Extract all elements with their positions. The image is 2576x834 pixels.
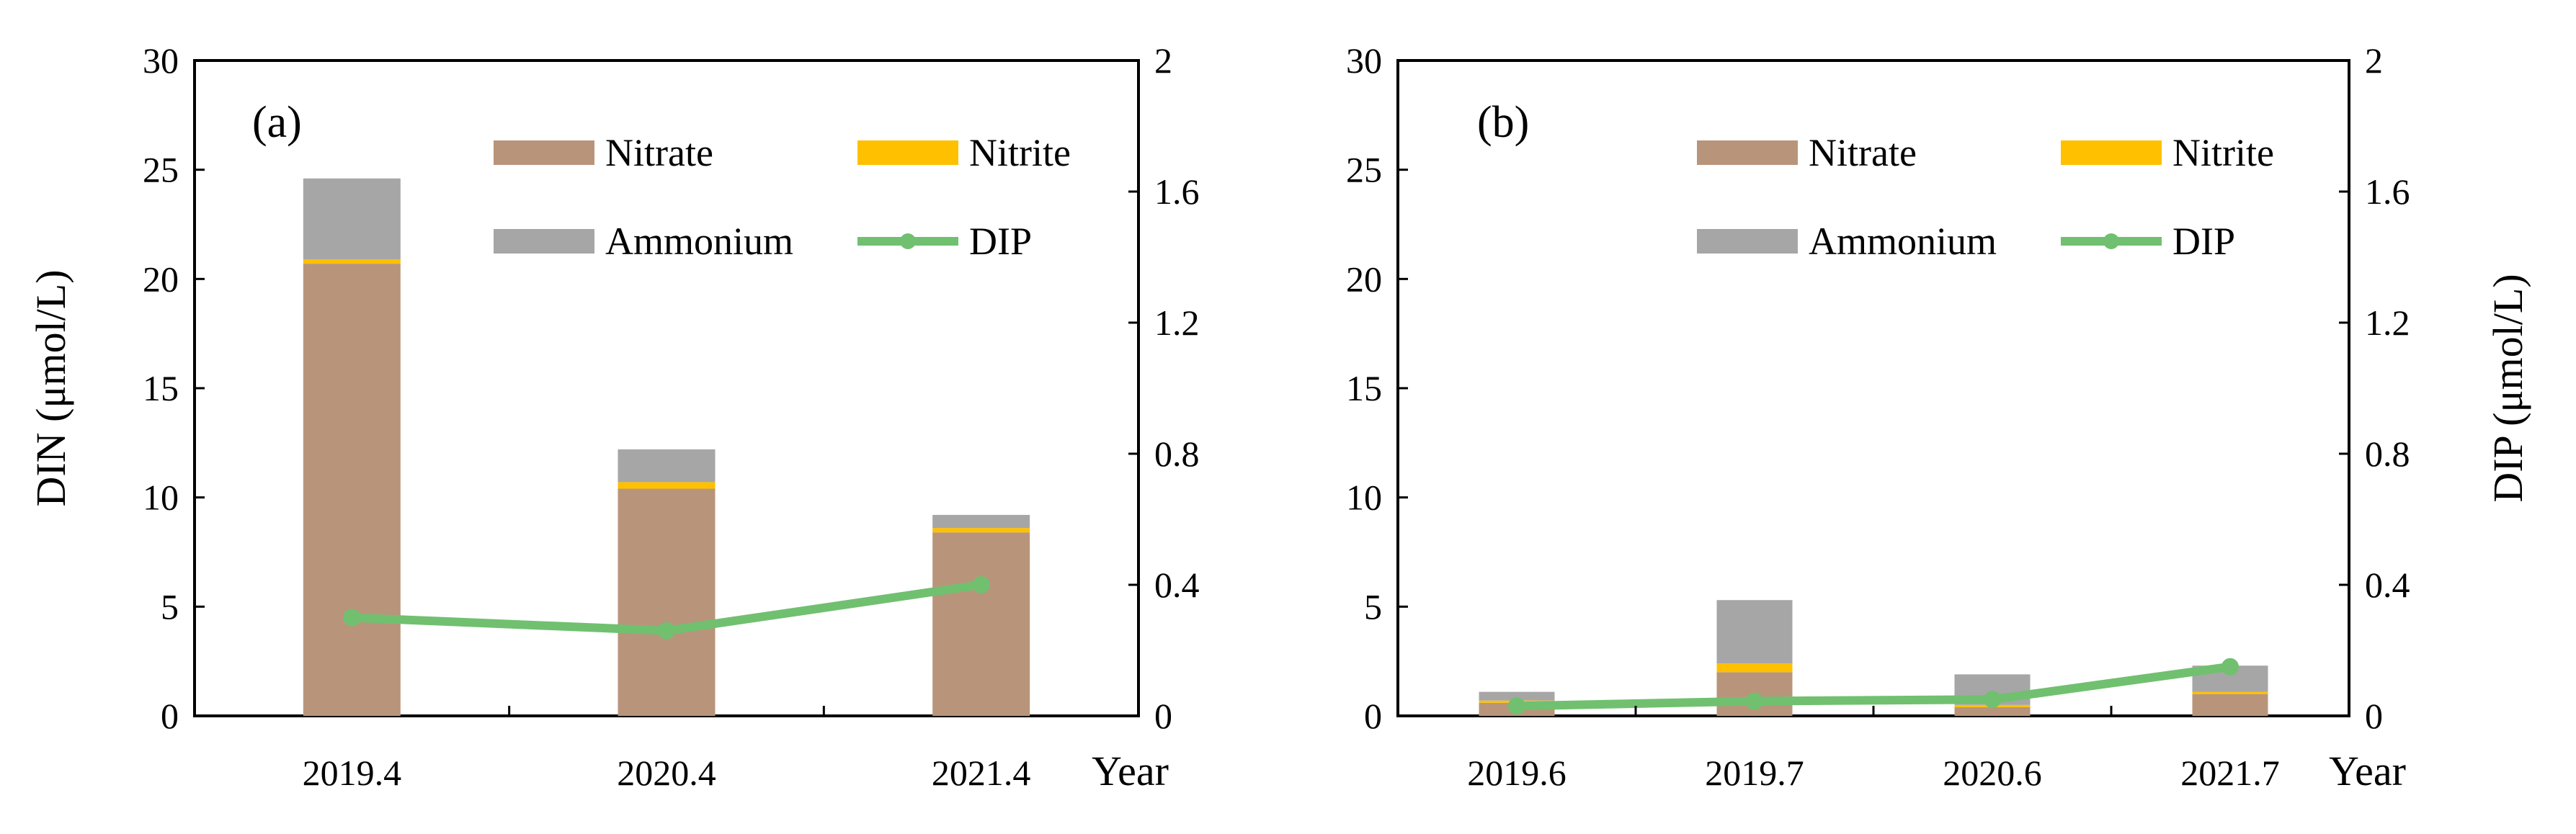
left-tick-label: 10: [143, 477, 179, 518]
panel-b-x-axis-label: Year: [2329, 748, 2406, 794]
category-label: 2021.7: [2180, 753, 2280, 793]
right-tick-label: 1.2: [1154, 302, 1200, 343]
panel-b-label: (b): [1477, 98, 1529, 147]
panel-a-right-ticks: 0 0.4 0.8 1.2 1.6 2: [1128, 40, 1200, 736]
category-label: 2019.6: [1467, 753, 1566, 793]
right-tick-label: 0.8: [1154, 434, 1200, 474]
legend-b-ammonium-label: Ammonium: [1809, 220, 1997, 263]
dip-point-2020.6: [1984, 691, 2001, 709]
bar-nitrite-2021.4: [932, 528, 1030, 533]
left-tick-label: 20: [143, 259, 179, 299]
panel-a-dip-line: [343, 576, 990, 640]
panel-b-category-labels: 2019.6 2019.7 2020.6 2021.7: [1467, 706, 2280, 793]
legend-b-nitrite-label: Nitrite: [2172, 131, 2274, 174]
right-tick-label: 0: [1154, 696, 1172, 736]
left-tick-label: 10: [1346, 477, 1382, 518]
dip-point-2019.7: [1746, 692, 1763, 710]
legend-a-nitrate-label: Nitrate: [605, 131, 713, 174]
legend-b-ammonium-swatch: [1697, 229, 1798, 254]
bar-ammonium-2021.4: [932, 514, 1030, 529]
category-label: 2019.4: [303, 753, 402, 793]
legend-b-nitrate-label: Nitrate: [1809, 131, 1917, 174]
right-tick-label: 1.2: [2365, 302, 2410, 343]
legend-a-nitrite-swatch: [857, 140, 958, 165]
right-tick-label: 2: [1154, 40, 1172, 81]
category-label: 2020.6: [1943, 753, 2042, 793]
right-y-axis-label: DIP (μmol/L): [2484, 274, 2531, 502]
left-tick-label: 15: [1346, 368, 1382, 408]
panel-a-category-labels: 2019.4 2020.4 2021.4: [303, 706, 1031, 793]
bar-ammonium-2019.6: [1479, 691, 1555, 701]
legend-a-ammonium-swatch: [494, 229, 594, 254]
category-label: 2021.4: [932, 753, 1031, 793]
bar-ammonium-2020.4: [618, 449, 716, 483]
dip-series-line: [1516, 662, 2231, 711]
bar-nitrite-2021.7: [2192, 691, 2268, 694]
left-tick-label: 30: [143, 40, 179, 81]
bar-nitrate-2020.6: [1954, 707, 2031, 716]
dip-point-2021.4: [972, 576, 990, 593]
bar-nitrate-2020.4: [618, 488, 716, 716]
right-tick-label: 0.4: [2365, 565, 2410, 605]
panel-b-bars: [1479, 600, 2268, 716]
legend-a-ammonium-label: Ammonium: [605, 220, 793, 263]
bar-nitrite-2020.4: [618, 482, 716, 489]
panel-a-legend: Nitrate Nitrite Ammonium DIP: [494, 131, 1071, 263]
left-tick-label: 15: [143, 368, 179, 408]
bar-nitrite-2019.4: [303, 259, 401, 264]
panel-b-left-ticks: 0 5 10 15 20 25 30: [1346, 40, 1408, 736]
left-y-axis-label: DIN (μmol/L): [27, 269, 74, 506]
legend-b-nitrite-swatch: [2061, 140, 2162, 165]
right-tick-label: 0.4: [1154, 565, 1200, 605]
dip-point-2020.4: [658, 622, 675, 640]
dip-point-2021.7: [2221, 658, 2239, 676]
bar-ammonium-2019.7: [1716, 600, 1793, 664]
panel-a-label: (a): [252, 98, 302, 147]
left-tick-label: 30: [1346, 40, 1382, 81]
panel-b-right-ticks: 0 0.4 0.8 1.2 1.6 2: [2339, 40, 2410, 736]
dip-point-2019.4: [343, 609, 361, 627]
legend-a-nitrate-swatch: [494, 140, 594, 165]
bar-nitrate-2021.7: [2192, 694, 2268, 716]
legend-a-dip-label: DIP: [969, 220, 1032, 263]
legend-a-dip-marker: [900, 233, 916, 249]
right-tick-label: 2: [2365, 40, 2383, 81]
panel-b-legend: Nitrate Nitrite Ammonium DIP: [1697, 131, 2274, 263]
right-tick-label: 1.6: [2365, 171, 2410, 212]
bar-nitrite-2019.7: [1716, 663, 1793, 673]
left-tick-label: 25: [1346, 150, 1382, 190]
bar-nitrate-2019.4: [303, 264, 401, 717]
right-tick-label: 0: [2365, 696, 2383, 736]
panel-b-dip-line: [1508, 658, 2239, 715]
left-tick-label: 0: [161, 696, 179, 736]
legend-b-dip-marker: [2103, 233, 2119, 249]
legend-b-dip-label: DIP: [2172, 220, 2235, 263]
legend-a-nitrite-label: Nitrite: [969, 131, 1071, 174]
left-tick-label: 25: [143, 150, 179, 190]
right-tick-label: 0.8: [2365, 434, 2410, 474]
panel-a-left-ticks: 0 5 10 15 20 25 30: [143, 40, 205, 736]
left-tick-label: 5: [161, 586, 179, 627]
bar-ammonium-2019.4: [303, 178, 401, 260]
right-tick-label: 1.6: [1154, 171, 1200, 212]
dip-point-2019.6: [1508, 697, 1525, 715]
category-label: 2019.7: [1705, 753, 1804, 793]
category-label: 2020.4: [617, 753, 716, 793]
legend-b-nitrate-swatch: [1697, 140, 1798, 165]
bar-nitrate-2021.4: [932, 532, 1030, 716]
left-tick-label: 20: [1346, 259, 1382, 299]
left-tick-label: 0: [1364, 696, 1382, 736]
panel-a-bars: [303, 178, 1030, 717]
panel-a-x-axis-label: Year: [1092, 748, 1169, 794]
left-tick-label: 5: [1364, 586, 1382, 627]
